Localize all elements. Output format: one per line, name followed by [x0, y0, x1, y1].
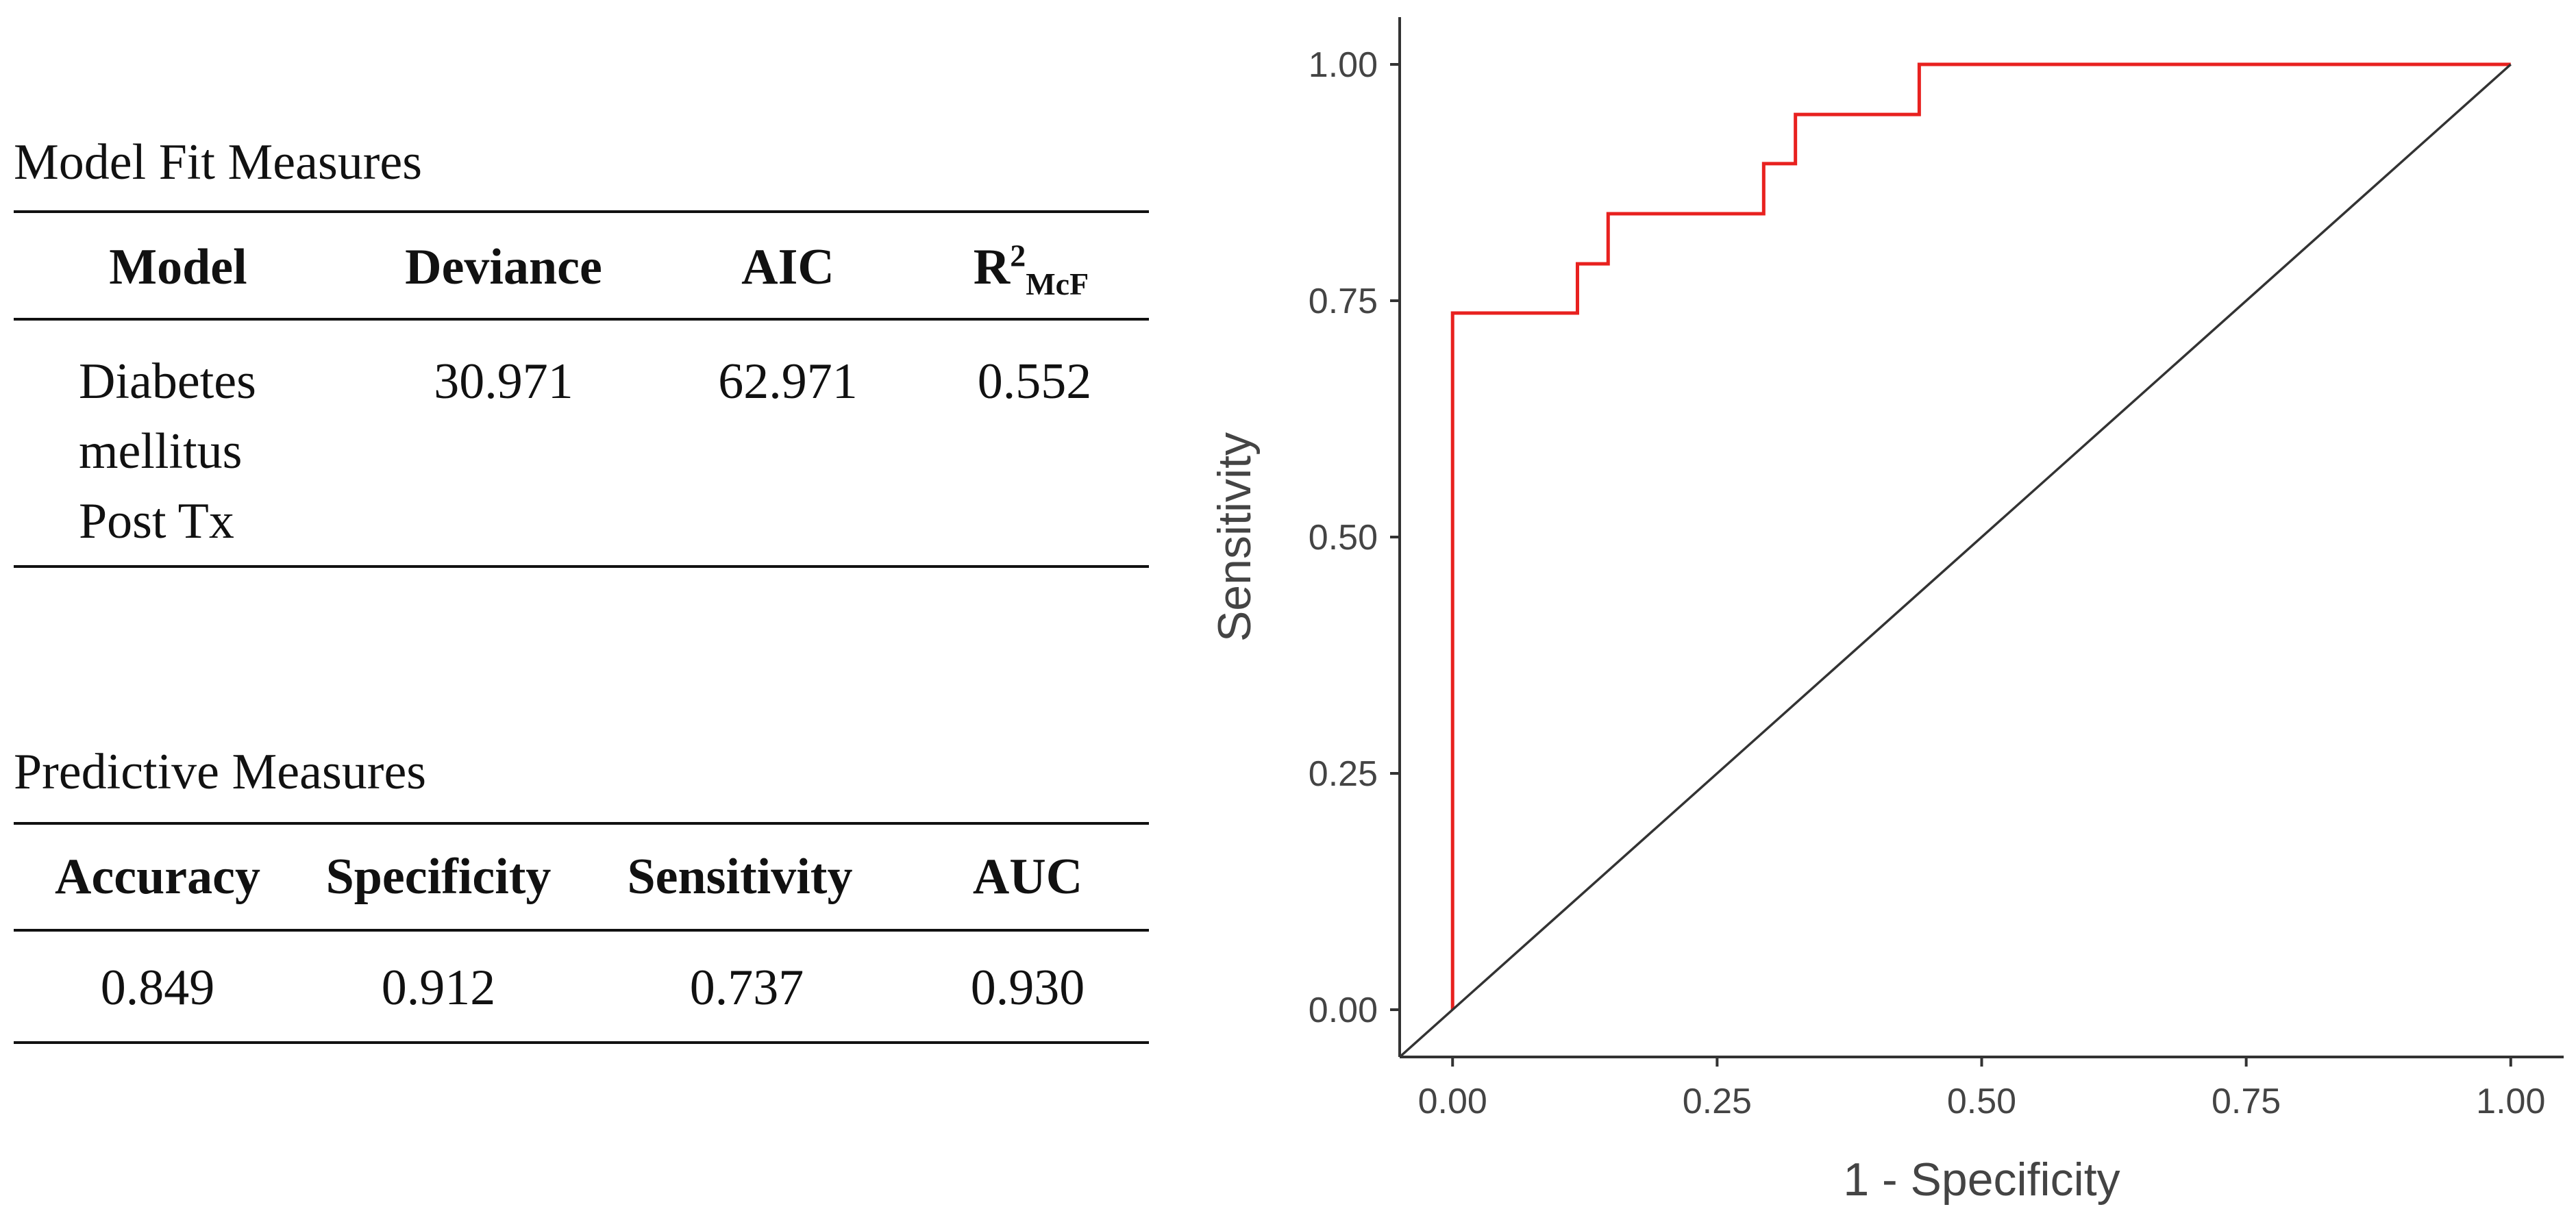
x-tick-label: 0.50 — [1947, 1082, 2016, 1121]
fit-header-deviance: Deviance — [405, 239, 602, 295]
x-ticks: 0.00 0.25 0.50 0.75 1.00 — [1418, 1057, 2545, 1121]
pred-table-title: Predictive Measures — [14, 744, 427, 800]
x-tick-label: 0.75 — [2212, 1082, 2281, 1121]
pred-header-auc: AUC — [972, 849, 1083, 905]
fit-table-title: Model Fit Measures — [14, 134, 423, 190]
fit-table-bottom-rule — [14, 565, 1149, 568]
fit-table-top-rule — [14, 210, 1149, 213]
pred-cell-accuracy: 0.849 — [100, 960, 215, 1016]
fit-header-model: Model — [109, 239, 247, 295]
pred-cell-specificity: 0.912 — [381, 960, 496, 1016]
pred-table-bottom-rule — [14, 1041, 1149, 1044]
pred-cell-sensitivity: 0.737 — [689, 960, 804, 1016]
x-tick-label: 0.25 — [1683, 1082, 1752, 1121]
fit-cell-deviance: 30.971 — [434, 353, 573, 410]
pred-table-header-rule — [14, 929, 1149, 932]
pred-header-specificity: Specificity — [325, 849, 552, 905]
fit-header-r2mcf: R2McF — [973, 238, 1089, 301]
pred-header-sensitivity: Sensitivity — [627, 849, 853, 905]
roc-plot-area — [1398, 62, 2512, 1058]
fit-cell-model: Diabetes mellitus Post Tx — [79, 347, 298, 556]
fit-cell-aic: 62.971 — [718, 353, 858, 410]
x-tick-label: 1.00 — [2476, 1082, 2545, 1121]
y-tick-label: 0.00 — [1309, 991, 1378, 1030]
x-tick-label: 0.00 — [1418, 1082, 1487, 1121]
pred-table-top-rule — [14, 822, 1149, 825]
fit-cell-model-line1: Diabetes — [79, 353, 256, 410]
pred-header-accuracy: Accuracy — [55, 849, 260, 905]
fit-cell-model-line3: Post Tx — [79, 493, 234, 549]
roc-curve — [1450, 62, 2511, 1010]
y-tick-label: 1.00 — [1309, 45, 1378, 85]
x-axis-label: 1 - Specificity — [1843, 1154, 2120, 1206]
y-tick-label: 0.75 — [1309, 282, 1378, 321]
pred-cell-auc: 0.930 — [970, 960, 1085, 1016]
y-ticks: 0.00 0.25 0.50 0.75 1.00 — [1309, 45, 1400, 1030]
fit-cell-model-line2: mellitus — [79, 423, 243, 480]
fit-header-aic: AIC — [741, 239, 834, 295]
reference-diagonal — [1398, 63, 2512, 1058]
fit-table-header-rule — [14, 318, 1149, 321]
fit-cell-r2mcf: 0.552 — [977, 353, 1092, 410]
y-tick-label: 0.25 — [1309, 754, 1378, 794]
y-tick-label: 0.50 — [1309, 518, 1378, 558]
y-axis-label: Sensitivity — [1209, 432, 1261, 642]
